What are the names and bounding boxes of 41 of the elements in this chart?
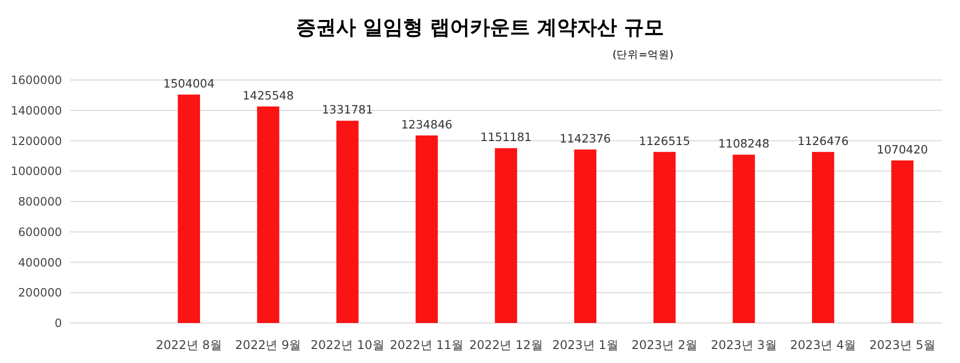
y-tick-label: 1000000 [10, 164, 62, 178]
bar [178, 94, 200, 323]
chart-title: 증권사 일임형 랩어카운트 계약자산 규모 [296, 15, 664, 39]
data-label: 1142376 [560, 132, 611, 146]
y-tick-label: 1400000 [10, 103, 62, 118]
x-tick-label: 2022년 9월 [235, 338, 302, 352]
y-tick-label: 0 [54, 316, 62, 330]
data-label: 1108248 [718, 136, 770, 151]
data-label: 1126515 [638, 134, 690, 148]
data-label: 1425548 [242, 88, 294, 102]
data-label: 1126476 [797, 134, 849, 148]
y-tick-label: 400000 [18, 255, 62, 270]
y-tick-label: 200000 [18, 286, 62, 300]
y-tick-label: 1200000 [10, 134, 62, 148]
x-tick-label: 2022년 11월 [390, 338, 464, 352]
x-tick-label: 2022년 12월 [469, 338, 543, 352]
data-label: 1331781 [322, 102, 374, 117]
bar [653, 152, 676, 323]
data-label: 1151181 [480, 130, 532, 144]
bar [812, 152, 834, 323]
data-label: 1070420 [876, 142, 928, 156]
bar [336, 120, 359, 323]
y-tick-label: 1600000 [10, 73, 62, 87]
x-tick-label: 2022년 10월 [310, 338, 384, 352]
x-tick-label: 2023년 2월 [632, 338, 698, 352]
x-tick-label: 2023년 5월 [869, 338, 936, 352]
x-tick-label: 2023년 3월 [710, 338, 777, 352]
x-tick-label: 2023년 1월 [552, 338, 618, 352]
data-label: 1504004 [163, 76, 215, 91]
bar [494, 148, 518, 323]
y-tick-label: 600000 [18, 224, 62, 239]
data-label: 1234846 [401, 117, 452, 132]
bar [891, 160, 914, 323]
bar [574, 150, 596, 323]
y-tick-label: 800000 [18, 194, 62, 208]
x-tick-label: 2022년 8월 [156, 338, 222, 352]
bar [732, 154, 755, 323]
x-tick-label: 2023년 4월 [790, 338, 856, 352]
bar [416, 135, 438, 323]
bar [257, 106, 280, 323]
chart-subtitle: (단위=억원) [612, 49, 674, 61]
